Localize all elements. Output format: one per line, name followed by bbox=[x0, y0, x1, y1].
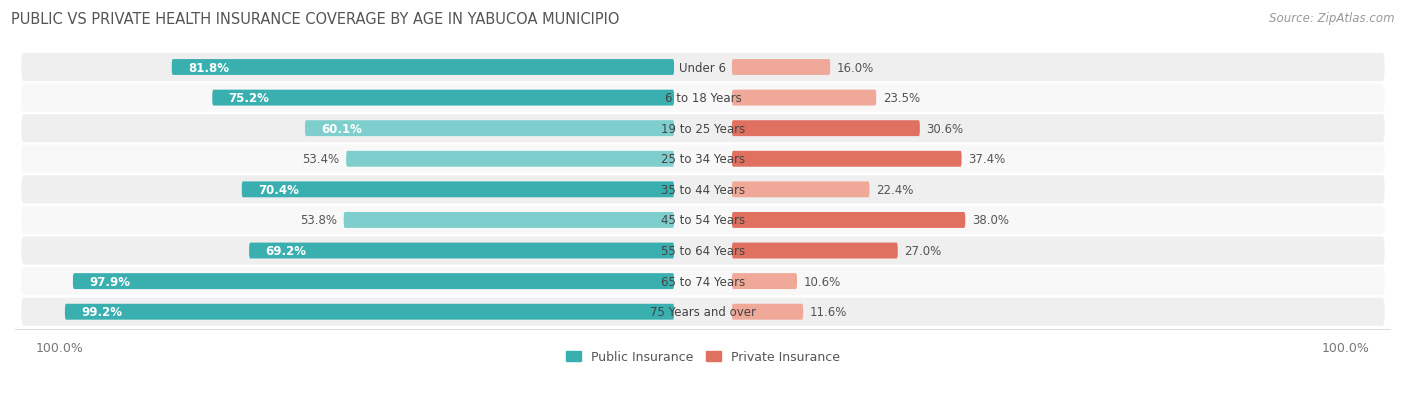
Text: PUBLIC VS PRIVATE HEALTH INSURANCE COVERAGE BY AGE IN YABUCOA MUNICIPIO: PUBLIC VS PRIVATE HEALTH INSURANCE COVER… bbox=[11, 12, 620, 27]
FancyBboxPatch shape bbox=[733, 121, 920, 137]
FancyBboxPatch shape bbox=[733, 243, 897, 259]
FancyBboxPatch shape bbox=[21, 145, 1385, 173]
FancyBboxPatch shape bbox=[21, 176, 1385, 204]
Legend: Public Insurance, Private Insurance: Public Insurance, Private Insurance bbox=[561, 345, 845, 368]
FancyBboxPatch shape bbox=[21, 54, 1385, 82]
Text: Source: ZipAtlas.com: Source: ZipAtlas.com bbox=[1270, 12, 1395, 25]
FancyBboxPatch shape bbox=[733, 60, 830, 76]
FancyBboxPatch shape bbox=[733, 182, 869, 198]
FancyBboxPatch shape bbox=[343, 212, 673, 228]
FancyBboxPatch shape bbox=[65, 304, 673, 320]
FancyBboxPatch shape bbox=[21, 115, 1385, 143]
FancyBboxPatch shape bbox=[21, 267, 1385, 295]
Text: 27.0%: 27.0% bbox=[904, 244, 942, 257]
Text: 25 to 34 Years: 25 to 34 Years bbox=[661, 153, 745, 166]
Text: 53.8%: 53.8% bbox=[301, 214, 337, 227]
Text: 75.2%: 75.2% bbox=[228, 92, 269, 105]
Text: 38.0%: 38.0% bbox=[972, 214, 1008, 227]
Text: 81.8%: 81.8% bbox=[188, 62, 229, 74]
FancyBboxPatch shape bbox=[73, 273, 673, 290]
FancyBboxPatch shape bbox=[212, 90, 673, 106]
FancyBboxPatch shape bbox=[172, 60, 673, 76]
Text: 22.4%: 22.4% bbox=[876, 183, 914, 196]
Text: 16.0%: 16.0% bbox=[837, 62, 875, 74]
FancyBboxPatch shape bbox=[733, 152, 962, 167]
FancyBboxPatch shape bbox=[733, 212, 966, 228]
FancyBboxPatch shape bbox=[21, 84, 1385, 112]
Text: 45 to 54 Years: 45 to 54 Years bbox=[661, 214, 745, 227]
Text: 23.5%: 23.5% bbox=[883, 92, 920, 105]
Text: 99.2%: 99.2% bbox=[82, 306, 122, 318]
Text: 37.4%: 37.4% bbox=[967, 153, 1005, 166]
FancyBboxPatch shape bbox=[346, 152, 673, 167]
FancyBboxPatch shape bbox=[733, 273, 797, 290]
FancyBboxPatch shape bbox=[242, 182, 673, 198]
FancyBboxPatch shape bbox=[733, 90, 876, 106]
Text: 70.4%: 70.4% bbox=[257, 183, 298, 196]
Text: 30.6%: 30.6% bbox=[927, 122, 963, 135]
FancyBboxPatch shape bbox=[249, 243, 673, 259]
Text: 75 Years and over: 75 Years and over bbox=[650, 306, 756, 318]
Text: Under 6: Under 6 bbox=[679, 62, 727, 74]
Text: 10.6%: 10.6% bbox=[803, 275, 841, 288]
FancyBboxPatch shape bbox=[21, 298, 1385, 326]
Text: 6 to 18 Years: 6 to 18 Years bbox=[665, 92, 741, 105]
FancyBboxPatch shape bbox=[305, 121, 673, 137]
Text: 69.2%: 69.2% bbox=[266, 244, 307, 257]
Text: 65 to 74 Years: 65 to 74 Years bbox=[661, 275, 745, 288]
Text: 97.9%: 97.9% bbox=[89, 275, 129, 288]
Text: 11.6%: 11.6% bbox=[810, 306, 846, 318]
Text: 35 to 44 Years: 35 to 44 Years bbox=[661, 183, 745, 196]
FancyBboxPatch shape bbox=[21, 206, 1385, 235]
Text: 19 to 25 Years: 19 to 25 Years bbox=[661, 122, 745, 135]
Text: 53.4%: 53.4% bbox=[302, 153, 340, 166]
FancyBboxPatch shape bbox=[733, 304, 803, 320]
FancyBboxPatch shape bbox=[21, 237, 1385, 265]
Text: 55 to 64 Years: 55 to 64 Years bbox=[661, 244, 745, 257]
Text: 60.1%: 60.1% bbox=[321, 122, 361, 135]
